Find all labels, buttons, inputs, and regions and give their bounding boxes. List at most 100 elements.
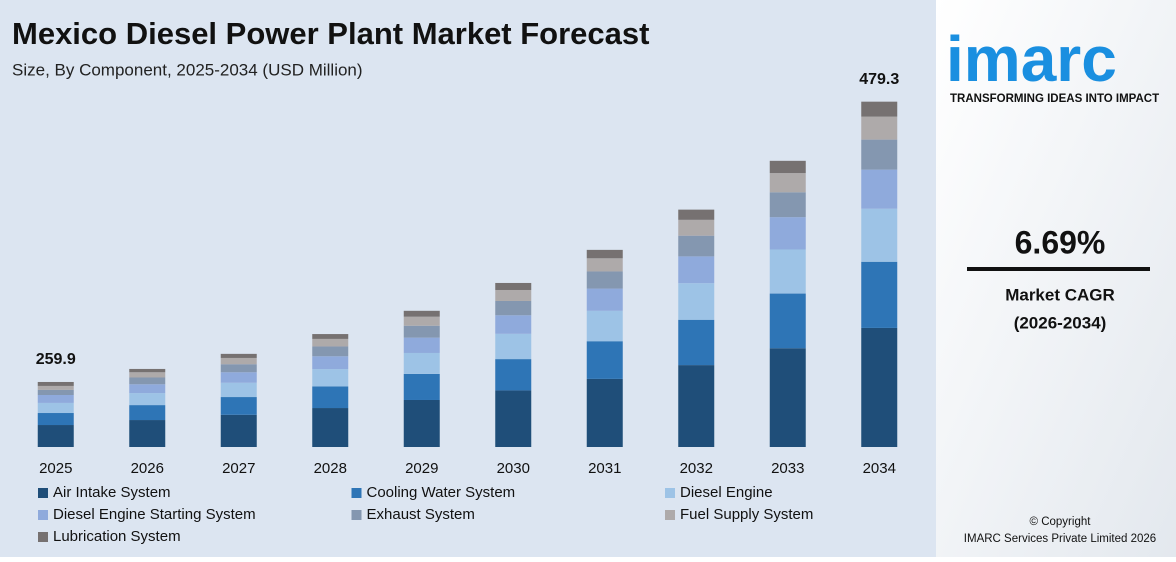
bar-segment [586,378,623,447]
legend-swatch [351,510,362,520]
bar-segment [678,365,715,447]
bar-segment [769,192,806,218]
cagr-divider [967,267,1150,271]
legend-label: Diesel Engine [680,484,773,501]
bar-segment [495,300,532,316]
bar-segment [37,395,74,403]
bar-segment [586,288,623,311]
legend-swatch [38,488,48,498]
cagr-period: (2026-2034) [1014,313,1107,332]
bar-segment [495,282,532,290]
bar-segment [403,373,440,400]
bar-segment [220,372,257,383]
x-tick-label: 2027 [222,460,255,477]
logo: imarc [946,23,1117,95]
bar-segment [129,405,166,421]
bar-segment [678,256,715,284]
legend-label: Cooling Water System [367,484,516,501]
total-label: 479.3 [859,71,899,88]
cagr-label: Market CAGR [1005,285,1115,304]
x-tick-label: 2030 [497,460,530,477]
bar-segment [312,386,349,409]
bar-segment [129,372,166,378]
legend-swatch [665,510,675,520]
legend-swatch [38,532,48,542]
bar-segment [678,283,715,320]
legend-label: Exhaust System [367,506,475,523]
bar-segment [403,316,440,326]
bar-segment [129,384,166,394]
bar-segment [129,368,166,373]
bar-segment [312,356,349,370]
bar-segment [220,414,257,447]
bar-segment [495,315,532,334]
bar-segment [678,235,715,257]
bar-segment [861,139,898,170]
bar-segment [220,382,257,398]
bar-segment [861,169,898,209]
bar-segment [312,334,349,339]
bar-segment [220,364,257,373]
x-tick-label: 2032 [680,460,713,477]
bar-segment [678,209,715,220]
x-tick-label: 2031 [588,460,621,477]
chart-subtitle: Size, By Component, 2025-2034 (USD Milli… [12,60,363,79]
x-tick-label: 2033 [771,460,804,477]
bar-segment [586,341,623,379]
legend-label: Air Intake System [53,484,171,501]
legend-swatch [351,488,362,498]
bar-segment [495,289,532,301]
bar-segment [37,385,74,390]
company: IMARC Services Private Limited 2026 [964,533,1156,545]
bar-segment [220,357,257,365]
bar-segment [403,399,440,447]
total-label: 259.9 [36,351,76,368]
bar-segment [495,390,532,447]
x-tick-label: 2028 [314,460,347,477]
x-tick-label: 2034 [863,460,896,477]
bar-segment [37,381,74,386]
bar-segment [129,420,166,447]
legend-label: Diesel Engine Starting System [53,506,256,523]
cagr-value: 6.69% [1015,224,1106,260]
bar-segment [586,271,623,289]
tagline: TRANSFORMING IDEAS INTO IMPACT [950,93,1159,105]
bar-segment [220,353,257,358]
bar-segment [678,219,715,236]
x-tick-label: 2026 [131,460,164,477]
sidebar-background [936,0,1176,557]
bar-segment [861,327,898,447]
bar-segment [312,338,349,347]
bar-segment [495,333,532,360]
bar-segment [861,208,898,262]
bar-segment [129,393,166,406]
bar-segment [861,101,898,117]
bar-segment [678,319,715,366]
bar-segment [403,325,440,338]
bar-segment [312,408,349,447]
legend-swatch [665,488,675,498]
x-tick-label: 2029 [405,460,438,477]
bar-segment [586,258,623,272]
bar-segment [37,389,74,396]
bar-segment [769,160,806,174]
copyright: © Copyright [1030,516,1092,528]
bar-segment [312,369,349,387]
bar-segment [861,261,898,328]
bar-segment [129,377,166,385]
bar-segment [37,425,74,447]
bar-segment [37,413,74,426]
bar-segment [769,173,806,193]
legend-swatch [38,510,48,520]
bar-segment [769,249,806,294]
bar-segment [769,348,806,447]
bar-segment [220,397,257,415]
bar-segment [586,249,623,259]
bar-segment [312,346,349,357]
x-tick-label: 2025 [39,460,72,477]
chart-title: Mexico Diesel Power Plant Market Forecas… [12,16,649,51]
bar-segment [769,217,806,250]
bar-segment [861,116,898,140]
bar-segment [495,359,532,391]
